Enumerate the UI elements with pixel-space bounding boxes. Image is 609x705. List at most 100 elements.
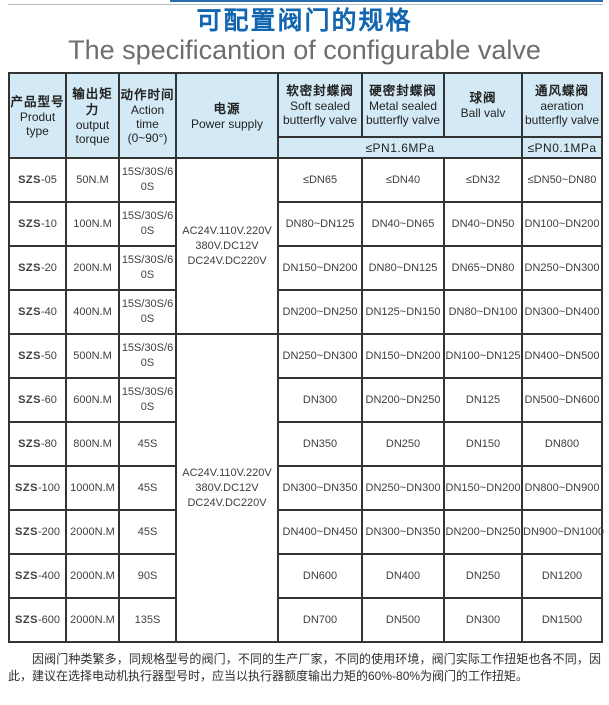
column-header-torque-en: output torque — [75, 117, 110, 146]
spec-row-szs-40: SZS-40 400N.M 15S/30S/60S DN200~DN250 DN125~… — [8, 289, 603, 335]
power-supply-cell: AC24V.110V.220V 380V.DC12V DC24V.DC220V — [175, 157, 279, 335]
soft-sealed-valve-cell: DN200~DN250 — [277, 289, 363, 335]
column-header-action-time-zh: 动作时间 — [120, 87, 175, 102]
spec-row-szs-10: SZS-10 100N.M 15S/30S/60S DN80~DN125 DN40~DN… — [8, 201, 603, 247]
ball-valve-cell: DN40~DN50 — [443, 201, 523, 247]
column-header-ball-valve: 球阀 Ball valv — [443, 72, 523, 138]
output-torque-cell: 200N.M — [65, 245, 120, 291]
output-torque-cell: 1000N.M — [65, 465, 120, 511]
aeration-valve-cell: DN500~DN600 — [521, 377, 603, 423]
pressure-header-pn01: ≤PN0.1MPa — [521, 136, 603, 159]
model-prefix: SZS — [18, 438, 41, 450]
action-time-cell: 90S — [118, 553, 177, 599]
output-torque-cell: 2000N.M — [65, 597, 120, 643]
aeration-valve-cell: DN800~DN900 — [521, 465, 603, 511]
metal-sealed-valve-cell: DN300~DN350 — [361, 509, 445, 555]
product-model-cell: SZS-80 — [8, 421, 67, 467]
metal-sealed-valve-cell: DN400 — [361, 553, 445, 599]
soft-sealed-valve-cell: DN700 — [277, 597, 363, 643]
action-time-cell: 15S/30S/60S — [118, 333, 177, 379]
power-supply-cell: AC24V.110V.220V 380V.DC12V DC24V.DC220V — [175, 333, 279, 643]
column-header-action-time-en: Action time (0~90°) — [127, 102, 168, 145]
metal-sealed-valve-cell: DN150~DN200 — [361, 333, 445, 379]
soft-sealed-valve-cell: DN250~DN300 — [277, 333, 363, 379]
model-prefix: SZS — [15, 614, 38, 626]
column-header-torque-zh: 输出矩力 — [72, 86, 113, 117]
output-torque-cell: 2000N.M — [65, 509, 120, 555]
metal-sealed-valve-cell: DN500 — [361, 597, 445, 643]
output-torque-cell: 400N.M — [65, 289, 120, 335]
column-header-power-en: Power supply — [190, 116, 264, 131]
output-torque-cell: 800N.M — [65, 421, 120, 467]
soft-sealed-valve-cell: DN150~DN200 — [277, 245, 363, 291]
top-blue-rule — [170, 0, 603, 2]
product-model-cell: SZS-20 — [8, 245, 67, 291]
column-header-soft-sealed: 软密封蝶阀 Soft sealed butterfly valve — [277, 72, 363, 138]
metal-sealed-valve-cell: DN40~DN65 — [361, 201, 445, 247]
product-model-cell: SZS-40 — [8, 289, 67, 335]
output-torque-cell: 50N.M — [65, 157, 120, 203]
aeration-valve-cell: ≤DN50~DN80 — [521, 157, 603, 203]
aeration-valve-cell: DN250~DN300 — [521, 245, 603, 291]
metal-sealed-valve-cell: DN200~DN250 — [361, 377, 445, 423]
model-prefix: SZS — [18, 262, 41, 274]
soft-sealed-valve-cell: DN350 — [277, 421, 363, 467]
spec-table-body: SZS-05 50N.M 15S/30S/60S AC24V.110V.220V 38… — [8, 157, 604, 643]
metal-sealed-valve-cell: DN250~DN300 — [361, 465, 445, 511]
ball-valve-cell: DN150~DN200 — [443, 465, 523, 511]
top-gray-rule — [8, 4, 603, 5]
product-model-cell: SZS-60 — [8, 377, 67, 423]
action-time-cell: 15S/30S/60S — [118, 157, 177, 203]
footer-note: 因阀门种类繁多，同规格型号的阀门，不同的生产厂家，不同的使用环境，阀门实际工作扭… — [8, 652, 601, 683]
model-prefix: SZS — [15, 482, 38, 494]
page-subtitle: The specificantion of configurable valve — [68, 35, 541, 65]
column-header-product: 产品型号 Produt type — [8, 72, 67, 159]
product-model-cell: SZS-100 — [8, 465, 67, 511]
aeration-valve-cell: DN900~DN1000 — [521, 509, 604, 555]
spec-row-szs-20: SZS-20 200N.M 15S/30S/60S DN150~DN200 DN80~D… — [8, 245, 603, 291]
column-header-soft-sealed-en: Soft sealed butterfly valve — [282, 99, 358, 127]
product-model-cell: SZS-600 — [8, 597, 67, 643]
column-header-metal-sealed-en: Metal sealed butterfly valve — [365, 99, 441, 127]
model-prefix: SZS — [18, 394, 41, 406]
model-prefix: SZS — [18, 350, 41, 362]
model-prefix: SZS — [18, 218, 41, 230]
action-time-cell: 135S — [118, 597, 177, 643]
ball-valve-cell: DN100~DN125 — [443, 333, 523, 379]
action-time-cell: 15S/30S/60S — [118, 245, 177, 291]
soft-sealed-valve-cell: DN300 — [277, 377, 363, 423]
spec-row-szs-200: SZS-200 2000N.M 45S DN400~DN450 DN300~DN350 D… — [8, 509, 604, 555]
column-header-product-en: Produt type — [19, 109, 56, 138]
column-header-torque: 输出矩力 output torque — [65, 72, 120, 159]
metal-sealed-valve-cell: DN125~DN150 — [361, 289, 445, 335]
metal-sealed-valve-cell: ≤DN40 — [361, 157, 445, 203]
column-header-soft-sealed-zh: 软密封蝶阀 — [286, 84, 354, 98]
column-header-action-time: 动作时间 Action time (0~90°) — [118, 72, 177, 159]
soft-sealed-valve-cell: DN600 — [277, 553, 363, 599]
column-header-power-zh: 电源 — [213, 101, 241, 116]
product-model-cell: SZS-50 — [8, 333, 67, 379]
aeration-valve-cell: DN400~DN500 — [521, 333, 603, 379]
aeration-valve-cell: DN300~DN400 — [521, 289, 603, 335]
ball-valve-cell: DN65~DN80 — [443, 245, 523, 291]
pressure-header-pn16: ≤PN1.6MPa — [277, 136, 523, 159]
action-time-cell: 15S/30S/60S — [118, 201, 177, 247]
column-header-ball-valve-zh: 球阀 — [469, 91, 497, 105]
spec-row-szs-100: SZS-100 1000N.M 45S DN300~DN350 DN250~DN300 D… — [8, 465, 603, 511]
ball-valve-cell: DN200~DN250 — [443, 509, 523, 555]
soft-sealed-valve-cell: DN80~DN125 — [277, 201, 363, 247]
model-prefix: SZS — [18, 306, 41, 318]
soft-sealed-valve-cell: DN400~DN450 — [277, 509, 363, 555]
metal-sealed-valve-cell: DN250 — [361, 421, 445, 467]
column-header-metal-sealed-zh: 硬密封蝶阀 — [369, 84, 437, 98]
spec-row-szs-600: SZS-600 2000N.M 135S DN700 DN500 DN300 DN1500 — [8, 597, 603, 643]
model-prefix: SZS — [15, 526, 38, 538]
action-time-cell: 45S — [118, 421, 177, 467]
soft-sealed-valve-cell: ≤DN65 — [277, 157, 363, 203]
column-header-aeration-en: aeration butterfly valve — [524, 99, 600, 127]
column-header-power: 电源 Power supply — [175, 72, 279, 159]
output-torque-cell: 100N.M — [65, 201, 120, 247]
action-time-cell: 15S/30S/60S — [118, 377, 177, 423]
soft-sealed-valve-cell: DN300~DN350 — [277, 465, 363, 511]
